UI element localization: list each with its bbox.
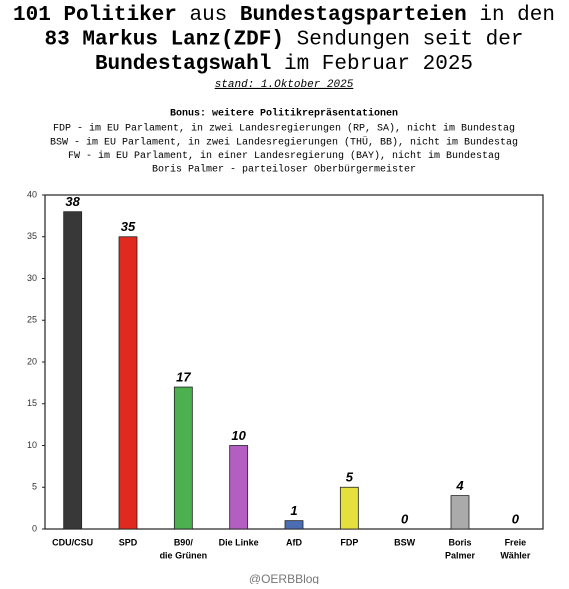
x-tick-label: BSW [394, 537, 416, 547]
title-part: 101 Politiker [13, 4, 177, 27]
watermark: @OERBBlog [249, 572, 319, 584]
title-part: Bundestagsparteien [240, 4, 467, 27]
x-tick-label: CDU/CSU [52, 537, 93, 547]
title-part: in den [467, 4, 555, 27]
y-tick-label: 40 [27, 189, 37, 199]
y-tick-label: 0 [32, 523, 37, 533]
bar [229, 445, 249, 530]
title-part: im Februar 2025 [271, 53, 473, 76]
value-label: 1 [290, 503, 297, 518]
value-label: 0 [401, 511, 409, 526]
y-tick-label: 20 [27, 356, 37, 366]
note: FDP - im EU Parlament, in zwei Landesreg… [53, 123, 515, 135]
bar [63, 211, 83, 530]
value-label: 17 [176, 369, 191, 384]
x-tick-label: Wähler [500, 550, 531, 560]
x-tick-label: Palmer [445, 550, 476, 560]
title-part: Bundestagswahl [95, 53, 271, 76]
y-tick-label: 35 [27, 231, 37, 241]
notes-title: Bonus: weitere Politikrepräsentationen [170, 108, 398, 120]
y-tick-label: 15 [27, 398, 37, 408]
y-tick-label: 25 [27, 315, 37, 325]
x-tick-label: SPD [119, 537, 138, 547]
note: Boris Palmer - parteiloser Oberbürgermei… [152, 164, 416, 176]
value-label: 4 [455, 478, 464, 493]
x-tick-label: Die Linke [219, 537, 259, 547]
title-part: Sendungen seit der [284, 28, 523, 51]
y-tick-label: 10 [27, 440, 37, 450]
note: BSW - im EU Parlament, in zwei Landesreg… [50, 135, 518, 148]
chart-title: 83 Markus Lanz(ZDF) Sendungen seit der [45, 28, 524, 51]
bar [284, 520, 304, 530]
x-tick-label: Boris [448, 537, 471, 547]
x-tick-label: B90/ [174, 537, 194, 547]
chart-title: 101 Politiker aus Bundestagsparteien in … [13, 4, 555, 27]
value-label: 38 [65, 194, 80, 209]
chart-title: Bundestagswahl im Februar 2025 [95, 53, 473, 76]
value-label: 10 [231, 428, 246, 443]
value-label: 0 [512, 511, 520, 526]
y-tick-label: 30 [27, 273, 37, 283]
subtitle: stand: 1.Oktober 2025 [215, 79, 354, 91]
note: FW - im EU Parlament, in einer Landesreg… [68, 150, 500, 162]
y-tick-label: 5 [32, 482, 37, 492]
x-tick-label: die Grünen [160, 550, 208, 560]
x-tick-label: FDP [340, 537, 358, 547]
x-tick-label: Freie [505, 537, 527, 547]
bar [339, 486, 359, 530]
title-part: aus [177, 4, 240, 27]
bar [450, 495, 470, 530]
bar [118, 236, 138, 530]
bar [173, 386, 193, 530]
value-label: 5 [346, 470, 354, 485]
value-label: 35 [121, 219, 136, 234]
title-part: 83 Markus Lanz(ZDF) [45, 28, 284, 51]
x-tick-label: AfD [286, 537, 302, 547]
